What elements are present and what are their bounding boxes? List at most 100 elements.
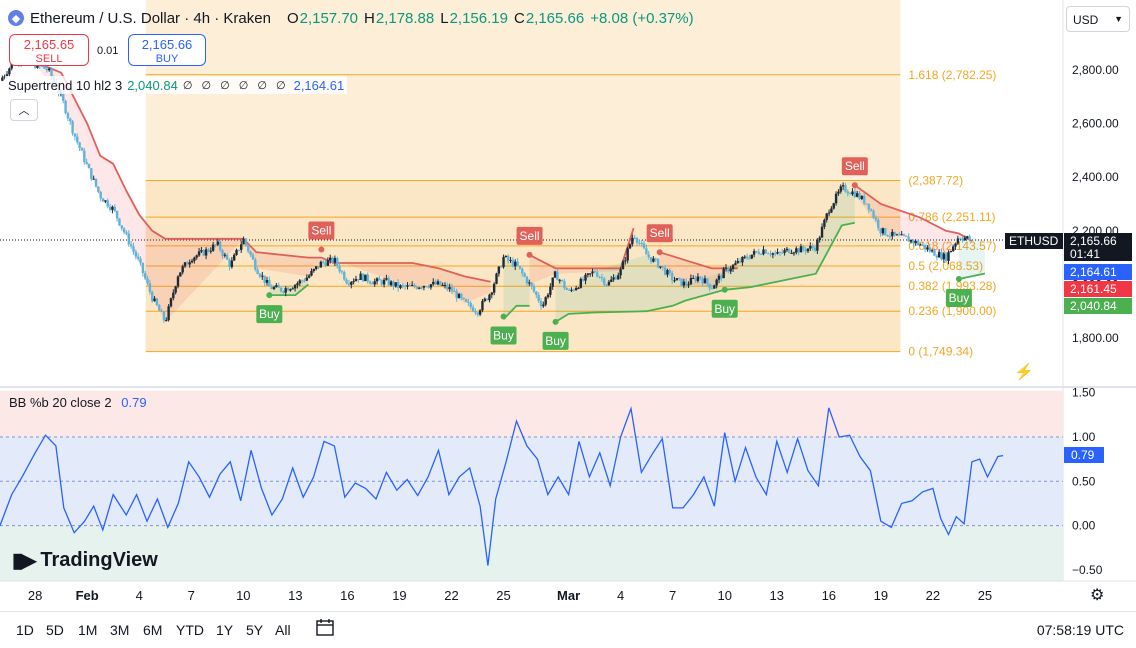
candle-body	[478, 310, 482, 315]
lightning-icon[interactable]: ⚡	[1014, 364, 1034, 381]
candle-body	[907, 236, 910, 242]
low-label: L	[440, 9, 449, 27]
time-tick-label: 7	[669, 588, 676, 603]
candle-body	[713, 285, 716, 289]
candle-body	[942, 253, 946, 260]
symbol-title[interactable]: Ethereum / U.S. Dollar · 4h · Kraken	[30, 9, 271, 27]
candle-body	[202, 250, 205, 256]
time-tick-label: 4	[136, 588, 143, 603]
chart-canvas[interactable]: 1.618 (2,782.25) (2,387.72) 0.786 (2,251.1…	[0, 0, 1136, 611]
price-tag	[1064, 264, 1132, 280]
candle-body	[731, 264, 735, 270]
signal-dot	[552, 318, 559, 325]
candle-body	[638, 242, 641, 244]
candle-body	[331, 257, 334, 263]
candle-body	[614, 277, 618, 280]
candle-body	[251, 254, 255, 260]
candle-body	[734, 263, 737, 265]
buy-signal-badge	[542, 331, 569, 350]
timeframe-1y[interactable]: 1Y	[216, 622, 234, 638]
symbol-header: ◆ Ethereum / U.S. Dollar · 4h · Kraken O…	[8, 8, 700, 28]
candle-body	[715, 279, 718, 286]
candle-body	[773, 253, 777, 255]
buy-signal-label: Buy	[259, 307, 280, 321]
candle-body	[635, 237, 639, 243]
supertrend-down-line	[854, 184, 973, 242]
candle-body	[593, 271, 597, 273]
candle-body	[200, 250, 203, 252]
supertrend-down-line	[529, 227, 635, 270]
supertrend-up-value: 2,040.84	[127, 77, 178, 93]
candle-body	[85, 161, 88, 164]
buy-button[interactable]: 2,165.66 BUY	[128, 34, 206, 66]
candle-body	[216, 241, 220, 245]
supertrend-legend[interactable]: Supertrend 10 hl2 3 2,040.84 ∅ ∅ ∅ ∅ ∅ ∅…	[5, 76, 348, 94]
timeframe-ytd[interactable]: YTD	[176, 622, 204, 638]
candle-body	[488, 294, 491, 301]
timeframe-6m[interactable]: 6M	[143, 622, 163, 638]
candle-body	[816, 240, 819, 251]
candle-body	[80, 148, 84, 151]
candle-body	[963, 237, 967, 241]
candle-body	[764, 249, 768, 254]
candle-body	[263, 275, 266, 283]
bb-overbought-zone	[0, 390, 1063, 437]
bb-legend[interactable]: BB %b 20 close 2 0.79	[9, 395, 147, 410]
candle-body	[495, 273, 498, 284]
candle-body	[436, 281, 440, 285]
candle-body	[387, 278, 390, 286]
candle-body	[165, 320, 168, 322]
candle-body	[408, 285, 412, 287]
gear-icon[interactable]: ⚙	[1090, 587, 1105, 604]
candle-body	[703, 278, 707, 284]
candle-body	[66, 113, 70, 119]
candle-body	[490, 292, 494, 295]
candle-body	[888, 236, 892, 238]
candle-body	[905, 235, 908, 237]
bb-tick-label: −0.50	[1072, 563, 1103, 577]
candle-body	[507, 255, 510, 261]
candle-body	[717, 275, 721, 280]
candle-body	[870, 209, 873, 211]
supertrend-name: Supertrend 10 hl2 3	[8, 77, 123, 93]
candle-body	[694, 277, 697, 281]
candle-body	[959, 238, 962, 240]
sell-signal-badge	[841, 157, 868, 176]
timeframe-1d[interactable]: 1D	[16, 622, 34, 638]
timeframe-3m[interactable]: 3M	[110, 622, 130, 638]
sell-signal-badge	[308, 221, 335, 240]
candle-body	[834, 193, 838, 204]
candle-body	[624, 260, 627, 262]
candle-body	[762, 249, 765, 255]
spread-value: 0.01	[97, 45, 119, 57]
timeframe-5y[interactable]: 5Y	[246, 622, 264, 638]
candle-body	[560, 279, 564, 282]
date-range-icon[interactable]	[315, 618, 337, 638]
timeframe-5d[interactable]: 5D	[46, 622, 64, 638]
candle-body	[343, 272, 346, 280]
fib-level-label: 1.618 (2,782.25)	[908, 68, 996, 82]
time-tick-label: 13	[288, 588, 302, 603]
sell-button[interactable]: 2,165.65 SELL	[9, 34, 89, 66]
candle-body	[570, 289, 573, 291]
signal-dot	[851, 182, 858, 189]
candle-body	[340, 271, 344, 273]
candle-body	[811, 245, 814, 248]
candle-body	[94, 178, 98, 187]
currency-select[interactable]: USD ▼	[1066, 6, 1130, 32]
candle-body	[237, 249, 241, 251]
buy-signal-badge	[945, 289, 972, 308]
utc-clock[interactable]: 07:58:19 UTC	[1036, 622, 1124, 638]
low-value: 2,156.19	[449, 9, 508, 27]
timeframe-1m[interactable]: 1M	[78, 622, 98, 638]
timeframe-all[interactable]: All	[275, 622, 291, 638]
supertrend-down-value: 2,164.61	[293, 77, 345, 93]
candle-body	[155, 298, 159, 306]
candle-body	[579, 278, 583, 288]
candle-body	[249, 251, 252, 255]
candle-body	[418, 287, 421, 289]
collapse-legend-button[interactable]: ︿	[10, 99, 38, 121]
candle-body	[228, 259, 231, 268]
bb-tick-label: 0.00	[1072, 519, 1096, 533]
candle-body	[912, 239, 915, 244]
